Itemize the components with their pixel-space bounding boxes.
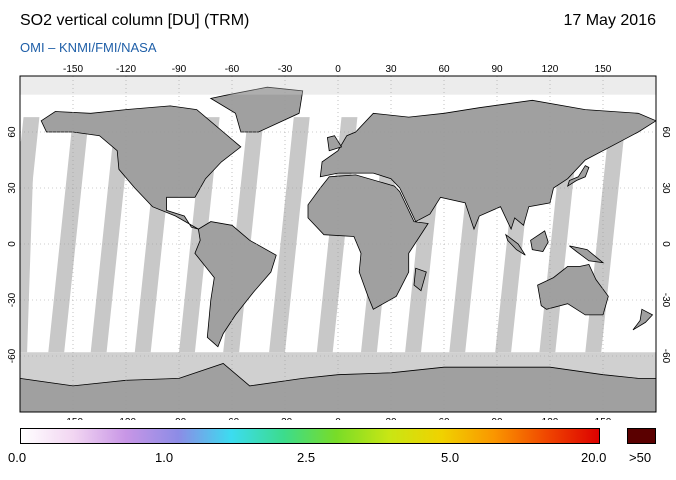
landmass-new-zealand [632, 308, 654, 331]
landmass-south-america [194, 221, 277, 348]
lon-tick-bottom-6: 30 [385, 417, 397, 420]
colorbar-label-4: 20.0 [581, 450, 607, 465]
lat-tick-right-4: -60 [660, 349, 671, 364]
landmass-europe-asia [319, 99, 656, 231]
lon-tick-bottom-5: 0 [335, 417, 341, 420]
lon-tick-top-5: 0 [335, 64, 341, 75]
lon-tick-bottom-10: 150 [595, 417, 612, 420]
map-date: 17 May 2016 [563, 12, 656, 29]
colorbar-label-2: 2.5 [297, 450, 316, 465]
landmass-borneo [530, 230, 549, 252]
so2-map: -150 -150 -120 -120 -90 -90 -60 -60 -30 -30 0 0 30 30… [7, 64, 671, 420]
lat-tick-right-3: -30 [660, 293, 671, 308]
lon-tick-top-6: 30 [385, 64, 397, 75]
lon-tick-top-1: -120 [116, 64, 136, 75]
lon-tick-top-4: -30 [278, 64, 293, 75]
colorbar [20, 428, 600, 444]
colorbar-label-1: 1.0 [155, 450, 174, 465]
lat-tick-left-3: -30 [7, 292, 18, 307]
landmass-sumatra [505, 233, 526, 256]
antarctica-overlay [20, 363, 656, 412]
swath-edge [20, 141, 35, 353]
lon-tick-top-3: -60 [225, 64, 240, 75]
lat-tick-right-2: 0 [660, 241, 671, 247]
landmass-japan [567, 165, 590, 188]
north-polar-band [20, 76, 656, 95]
lon-tick-top-2: -90 [172, 64, 187, 75]
colorbar-over-swatch [627, 428, 656, 444]
lon-tick-top-8: 90 [491, 64, 503, 75]
map-frame [19, 75, 657, 413]
axis-ticks: -150 -150 -120 -120 -90 -90 -60 -60 -30 -30 0 0 30 30… [7, 64, 671, 420]
colorbar-gradient [20, 428, 600, 444]
graticule [20, 76, 656, 412]
map-content [20, 76, 656, 412]
data-credit: OMI – KNMI/FMI/NASA [20, 40, 157, 55]
lon-tick-bottom-4: -30 [278, 417, 293, 420]
colorbar-label-3: 5.0 [441, 450, 460, 465]
landmass-australia [537, 264, 609, 316]
lat-tick-right-1: 30 [660, 182, 671, 194]
swath-gap-6 [269, 117, 310, 353]
lat-tick-left-0: 60 [7, 126, 18, 138]
lat-tick-right-0: 60 [660, 126, 671, 138]
swath-gap-1 [48, 117, 89, 353]
lat-tick-left-2: 0 [7, 241, 18, 247]
landmass-new-guinea [569, 245, 605, 264]
lat-tick-left-1: 30 [7, 182, 18, 194]
lon-tick-top-9: 120 [542, 64, 559, 75]
lon-tick-bottom-2: -90 [172, 417, 187, 420]
lon-tick-bottom-1: -120 [116, 417, 136, 420]
lon-tick-top-7: 60 [438, 64, 450, 75]
landmass-madagascar [413, 267, 427, 292]
lon-tick-top-0: -150 [63, 64, 83, 75]
colorbar-label-over: >50 [629, 450, 652, 465]
swath-gap-2 [90, 117, 132, 353]
lon-tick-bottom-9: 120 [542, 417, 559, 420]
lon-tick-bottom-3: -60 [225, 417, 240, 420]
lon-tick-bottom-8: 90 [491, 417, 503, 420]
landmass-uk [326, 135, 343, 152]
landmass-greenland [209, 86, 304, 133]
lon-tick-top-10: 150 [595, 64, 612, 75]
lon-tick-bottom-7: 60 [438, 417, 450, 420]
lon-tick-bottom-0: -150 [63, 417, 83, 420]
map-title: SO2 vertical column [DU] (TRM) [20, 12, 250, 29]
colorbar-label-0: 0.0 [8, 450, 27, 465]
lat-tick-left-4: -60 [7, 348, 18, 363]
landmass-north-america [40, 105, 242, 230]
